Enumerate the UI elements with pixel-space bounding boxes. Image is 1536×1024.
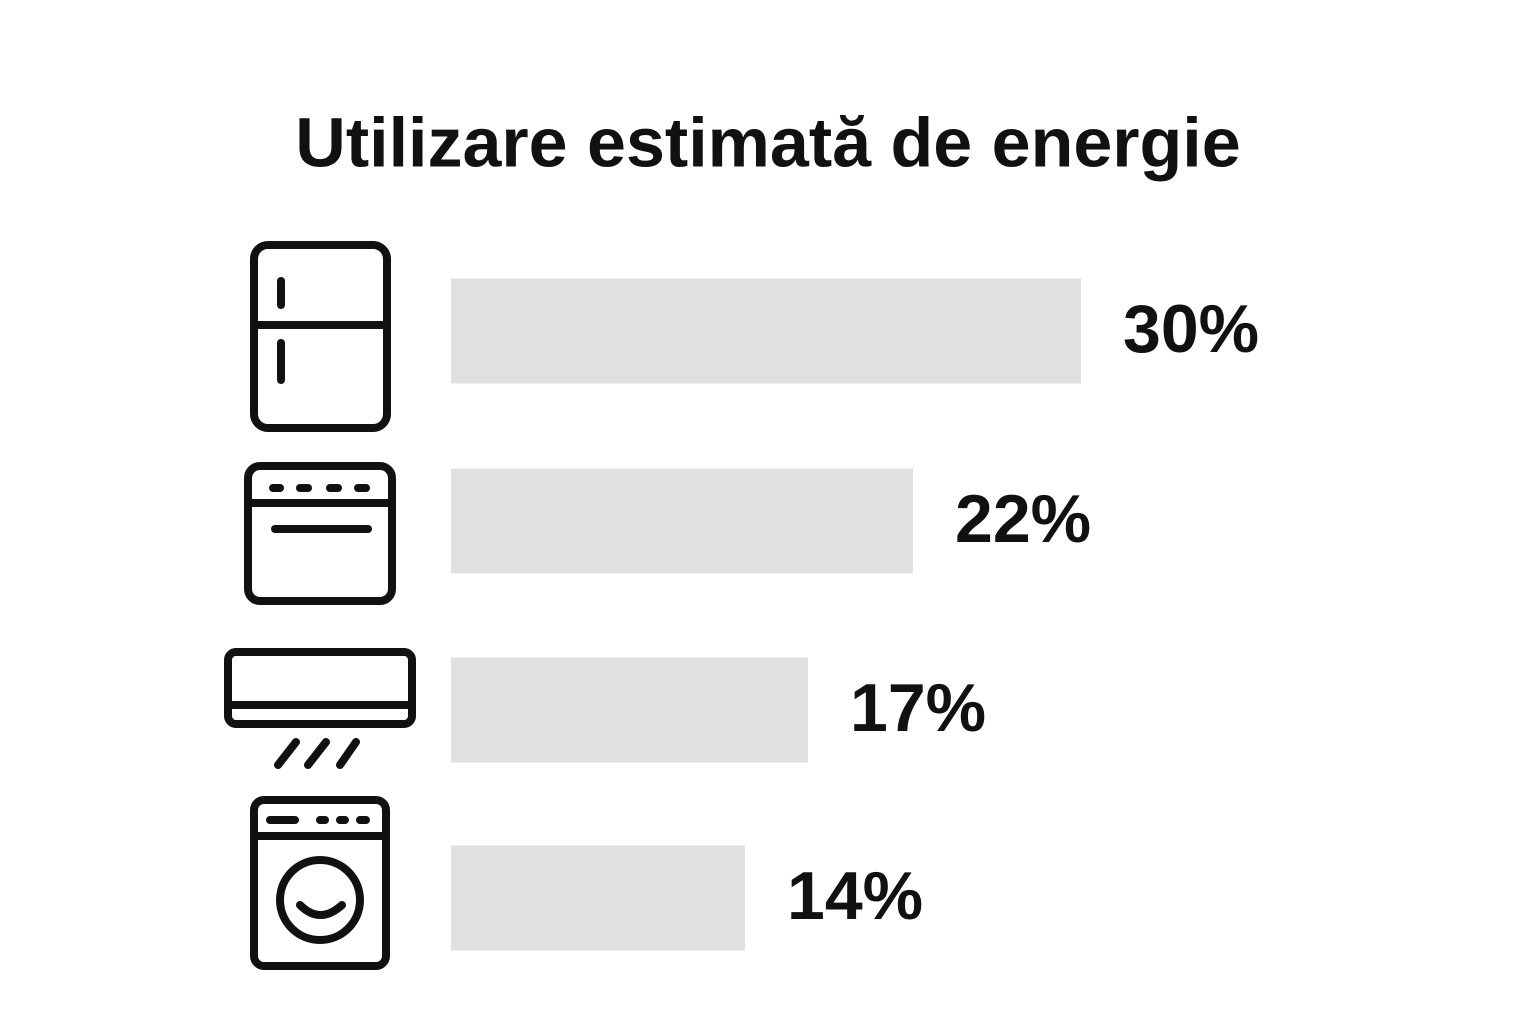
fridge-icon bbox=[250, 241, 391, 432]
value-label: 22% bbox=[955, 481, 1091, 557]
value-label: 14% bbox=[787, 858, 923, 934]
bar bbox=[451, 278, 1081, 384]
bar bbox=[451, 657, 808, 763]
oven-icon bbox=[244, 462, 396, 605]
chart-title: Utilizare estimată de energie bbox=[295, 103, 1240, 181]
washer-icon bbox=[250, 796, 390, 970]
bar bbox=[451, 845, 745, 951]
value-label: 17% bbox=[850, 670, 986, 746]
value-label: 30% bbox=[1123, 291, 1259, 367]
bar bbox=[451, 468, 913, 574]
ac-icon bbox=[224, 648, 416, 769]
